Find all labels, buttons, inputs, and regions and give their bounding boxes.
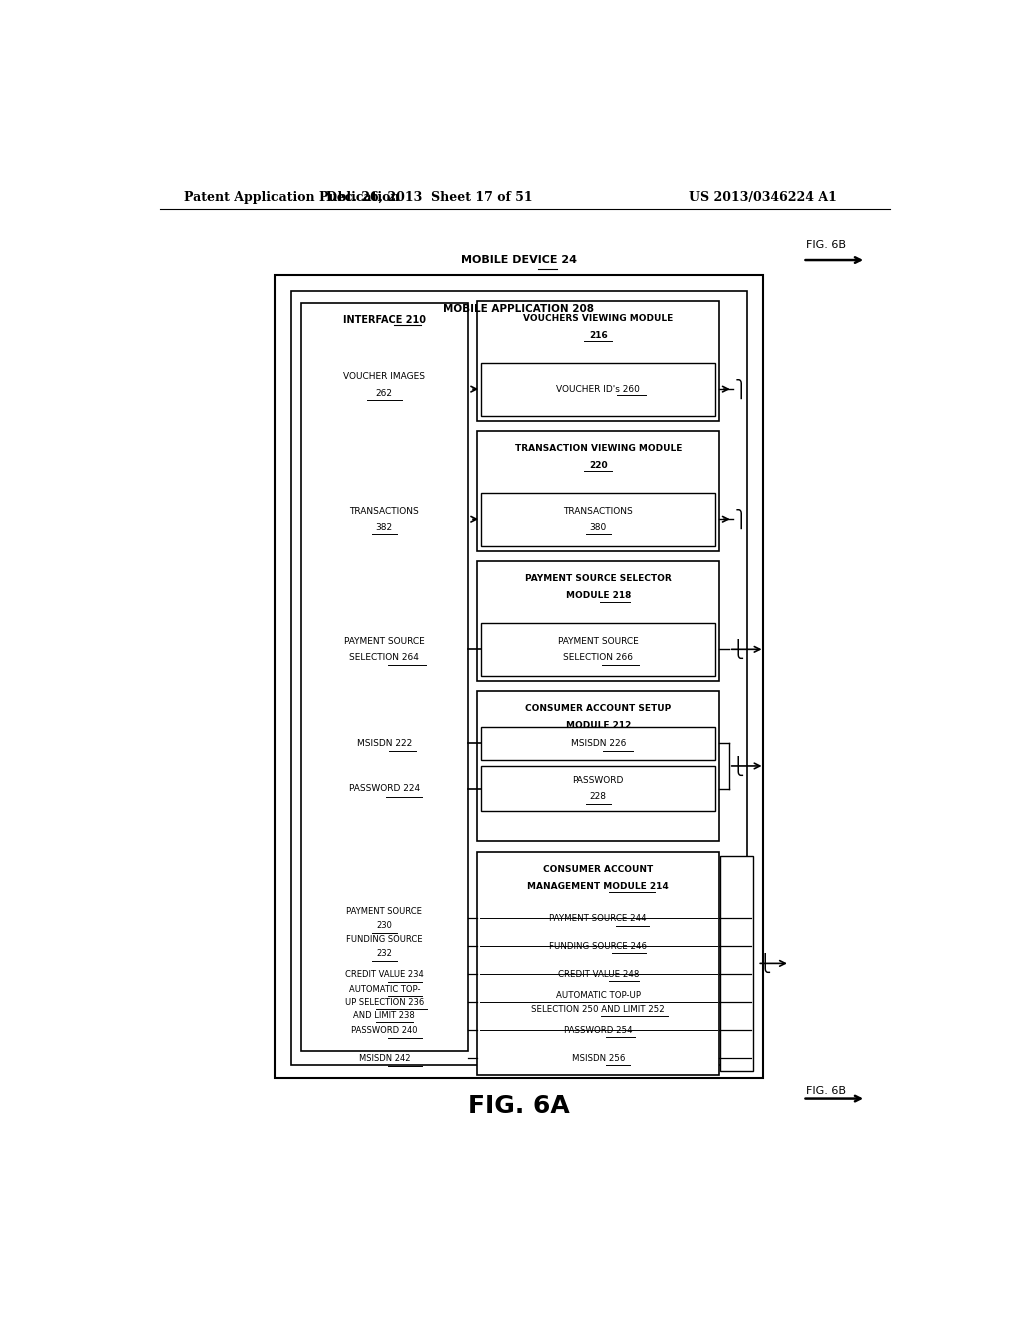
Text: VOUCHER IMAGES: VOUCHER IMAGES <box>343 372 425 381</box>
Text: PAYMENT SOURCE: PAYMENT SOURCE <box>344 636 425 645</box>
Text: PASSWORD 224: PASSWORD 224 <box>349 784 420 793</box>
Text: PAYMENT SOURCE SELECTOR: PAYMENT SOURCE SELECTOR <box>525 574 672 583</box>
Bar <box>720 855 754 1071</box>
Bar <box>301 302 468 1051</box>
Text: MOBILE DEVICE 24: MOBILE DEVICE 24 <box>461 255 577 265</box>
Text: PASSWORD: PASSWORD <box>572 776 624 785</box>
Text: 382: 382 <box>376 523 393 532</box>
Text: FIG. 6B: FIG. 6B <box>806 240 847 249</box>
Text: CREDIT VALUE 234: CREDIT VALUE 234 <box>345 970 424 979</box>
Text: MODULE 218: MODULE 218 <box>565 591 631 601</box>
Text: FUNDING SOURCE 246: FUNDING SOURCE 246 <box>549 942 647 950</box>
Text: UP SELECTION 236: UP SELECTION 236 <box>345 998 424 1007</box>
Text: FUNDING SOURCE: FUNDING SOURCE <box>346 935 423 944</box>
Text: 230: 230 <box>377 921 392 931</box>
Text: 216: 216 <box>589 331 607 341</box>
Text: Patent Application Publication: Patent Application Publication <box>183 190 399 203</box>
Text: SELECTION 250 AND LIMIT 252: SELECTION 250 AND LIMIT 252 <box>531 1005 665 1014</box>
Text: MODULE 212: MODULE 212 <box>565 722 631 730</box>
Text: MSISDN 256: MSISDN 256 <box>571 1053 625 1063</box>
Text: SELECTION 264: SELECTION 264 <box>349 653 419 661</box>
Text: MANAGEMENT MODULE 214: MANAGEMENT MODULE 214 <box>527 882 669 891</box>
Text: 220: 220 <box>589 461 607 470</box>
Text: MSISDN 222: MSISDN 222 <box>356 739 412 748</box>
Text: ⎫: ⎫ <box>735 510 748 529</box>
Text: 262: 262 <box>376 388 393 397</box>
Text: SELECTION 266: SELECTION 266 <box>563 653 633 661</box>
Bar <box>481 766 715 810</box>
Text: TRANSACTION VIEWING MODULE: TRANSACTION VIEWING MODULE <box>514 444 682 453</box>
Text: VOUCHERS VIEWING MODULE: VOUCHERS VIEWING MODULE <box>523 314 674 323</box>
Text: PASSWORD 254: PASSWORD 254 <box>564 1026 633 1035</box>
Text: TRANSACTIONS: TRANSACTIONS <box>349 507 419 516</box>
Text: Dec. 26, 2013  Sheet 17 of 51: Dec. 26, 2013 Sheet 17 of 51 <box>327 190 532 203</box>
Text: CONSUMER ACCOUNT SETUP: CONSUMER ACCOUNT SETUP <box>525 704 672 713</box>
Text: VOUCHER ID's 260: VOUCHER ID's 260 <box>556 384 640 393</box>
Text: 380: 380 <box>590 523 607 532</box>
Text: AUTOMATIC TOP-: AUTOMATIC TOP- <box>348 985 420 994</box>
Bar <box>477 851 719 1076</box>
Text: CREDIT VALUE 248: CREDIT VALUE 248 <box>557 970 639 979</box>
Bar <box>477 690 719 841</box>
Text: 228: 228 <box>590 792 606 801</box>
Bar <box>481 492 715 545</box>
Text: ⎩: ⎩ <box>759 953 771 973</box>
Bar <box>291 290 748 1065</box>
Text: PAYMENT SOURCE: PAYMENT SOURCE <box>558 636 639 645</box>
Text: TRANSACTIONS: TRANSACTIONS <box>563 507 633 516</box>
Bar <box>481 623 715 676</box>
Bar <box>477 301 719 421</box>
Text: US 2013/0346224 A1: US 2013/0346224 A1 <box>689 190 837 203</box>
Text: MSISDN 242: MSISDN 242 <box>358 1053 410 1063</box>
Text: AND LIMIT 238: AND LIMIT 238 <box>353 1011 415 1020</box>
Text: 232: 232 <box>377 949 392 958</box>
Text: MOBILE APPLICATION 208: MOBILE APPLICATION 208 <box>443 304 594 314</box>
Text: INTERFACE 210: INTERFACE 210 <box>343 315 426 325</box>
Text: FIG. 6A: FIG. 6A <box>468 1094 570 1118</box>
Text: PAYMENT SOURCE 244: PAYMENT SOURCE 244 <box>550 913 647 923</box>
Text: FIG. 6B: FIG. 6B <box>806 1086 847 1097</box>
Text: AUTOMATIC TOP-UP: AUTOMATIC TOP-UP <box>556 990 641 999</box>
Bar <box>481 363 715 416</box>
Bar <box>481 726 715 760</box>
Text: ⎩: ⎩ <box>731 639 743 660</box>
Text: MSISDN 226: MSISDN 226 <box>570 739 626 748</box>
Text: CONSUMER ACCOUNT: CONSUMER ACCOUNT <box>543 865 653 874</box>
Text: PAYMENT SOURCE: PAYMENT SOURCE <box>346 907 422 916</box>
Text: ⎫: ⎫ <box>735 379 748 399</box>
Text: PASSWORD 240: PASSWORD 240 <box>351 1026 418 1035</box>
Bar <box>477 561 719 681</box>
Text: ⎩: ⎩ <box>731 756 743 776</box>
Bar <box>477 430 719 550</box>
Bar <box>274 276 763 1078</box>
